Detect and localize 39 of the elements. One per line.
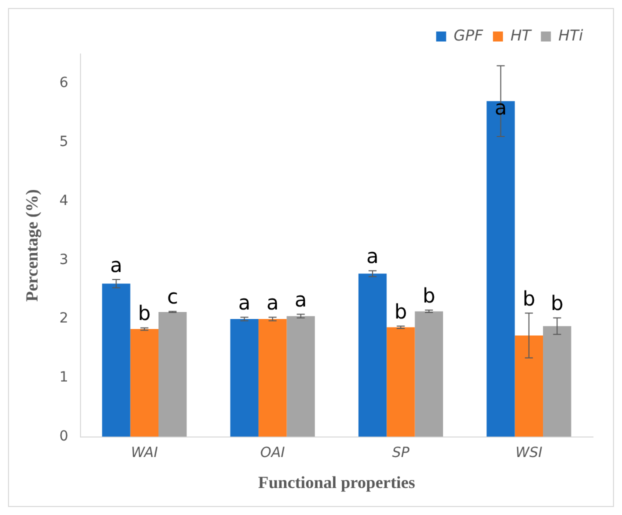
legend-label: HT bbox=[510, 26, 533, 44]
bar bbox=[358, 274, 387, 437]
data-label: a bbox=[294, 288, 307, 312]
data-label: b bbox=[394, 299, 408, 324]
data-label: a bbox=[366, 244, 379, 268]
data-label: b bbox=[550, 291, 564, 316]
bar bbox=[286, 316, 315, 437]
data-label: b bbox=[522, 286, 536, 310]
y-axis-title: Percentage (%) bbox=[22, 189, 42, 302]
bar bbox=[158, 312, 187, 437]
y-tick-label: 2 bbox=[59, 310, 68, 327]
bar bbox=[543, 326, 572, 437]
y-tick-label: 1 bbox=[59, 370, 68, 386]
legend-label: HTi bbox=[558, 26, 584, 44]
bar bbox=[230, 319, 258, 437]
bar bbox=[258, 319, 287, 437]
x-tick-label: SP bbox=[392, 444, 410, 461]
bar bbox=[102, 284, 130, 437]
bar bbox=[486, 101, 515, 437]
data-label: b bbox=[422, 283, 436, 308]
bar bbox=[414, 311, 444, 437]
y-tick-label: 4 bbox=[59, 192, 68, 209]
bar bbox=[386, 327, 415, 437]
data-label: a bbox=[266, 290, 279, 314]
y-tick-label: 5 bbox=[59, 134, 68, 150]
x-axis-title: Functional properties bbox=[258, 473, 416, 492]
y-tick-label: 6 bbox=[59, 75, 68, 92]
data-label: a bbox=[238, 290, 250, 314]
x-tick-label: WSI bbox=[515, 444, 542, 461]
bar bbox=[514, 336, 544, 437]
y-tick-label: 0 bbox=[59, 428, 68, 444]
data-label: b bbox=[138, 301, 151, 326]
data-label: c bbox=[167, 284, 178, 309]
x-tick-label: WAI bbox=[130, 444, 158, 461]
y-tick-label: 3 bbox=[59, 252, 68, 268]
x-tick-label: OAI bbox=[260, 444, 285, 461]
data-label: a bbox=[110, 252, 122, 277]
legend-label: GPF bbox=[454, 26, 484, 44]
bar bbox=[130, 329, 158, 437]
